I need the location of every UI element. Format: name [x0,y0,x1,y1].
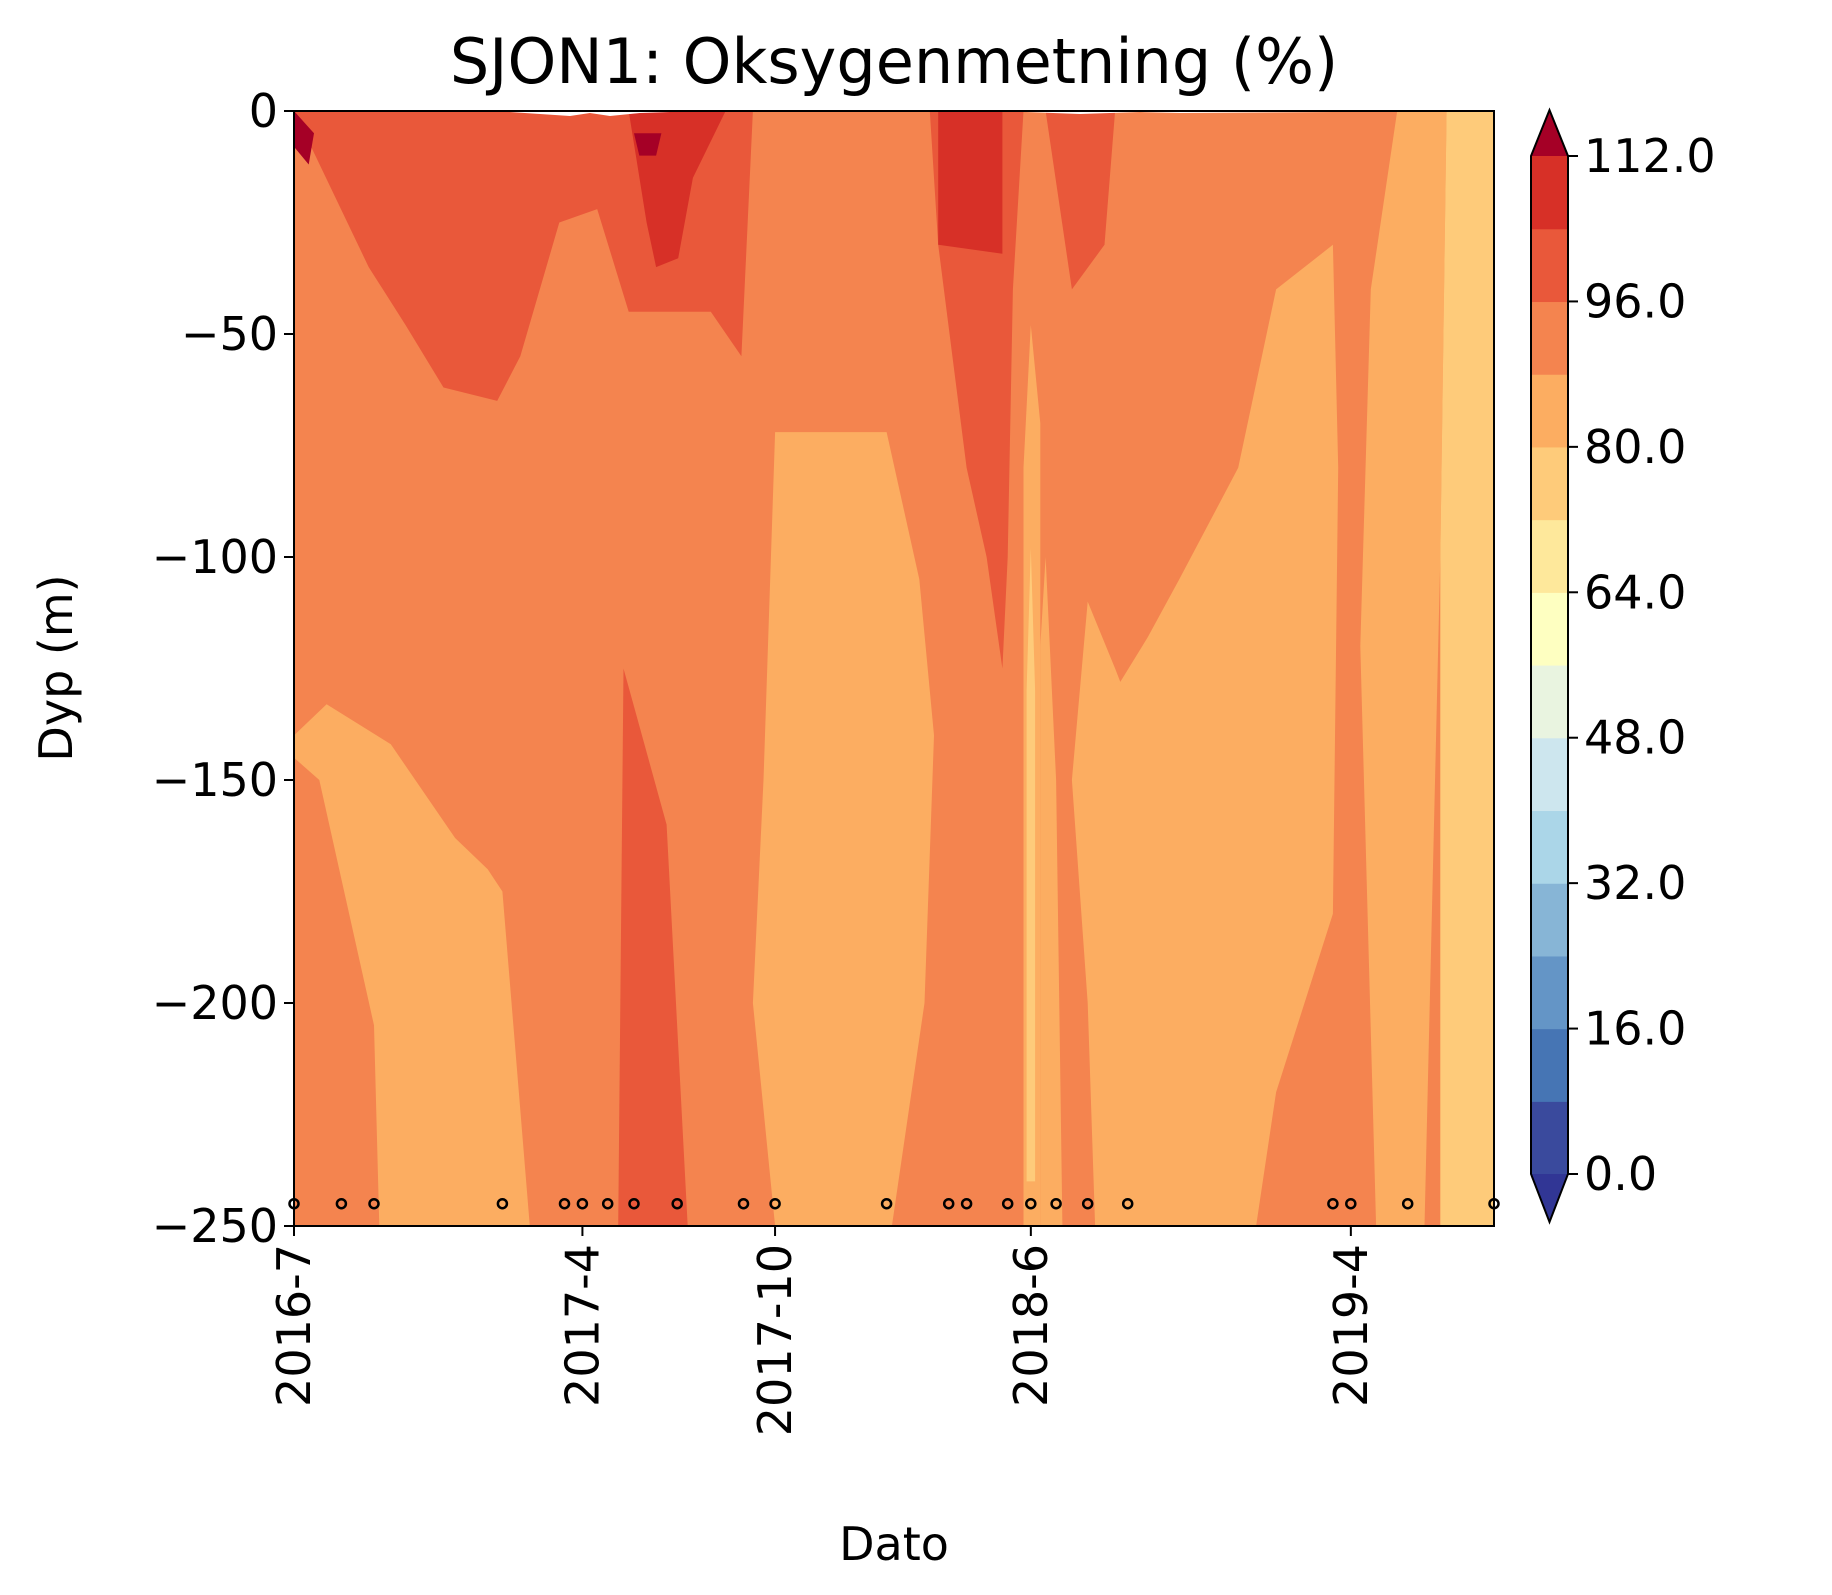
sample-point [1401,1197,1414,1210]
colorbar-extend-max [1531,110,1568,156]
y-tick-label: −200 [152,976,278,1030]
sample-point [576,1197,589,1210]
sample-point [601,1197,614,1210]
contour-region [1360,111,1447,1226]
chart-title: SJON1: Oksygenmetning (%) [450,25,1338,98]
sample-point [496,1197,509,1210]
y-tick-label: −100 [152,530,278,584]
sample-point [737,1197,750,1210]
colorbar-band [1531,374,1568,448]
colorbar-band [1531,156,1568,230]
colorbar-extend-min [1531,1174,1568,1222]
colorbar-band [1531,810,1568,884]
sample-point [942,1197,955,1210]
contour-region [294,111,753,401]
colorbar-band [1531,228,1568,303]
y-axis-label: Dyp (m) [29,574,83,761]
sample-point [880,1197,893,1210]
sample-point [960,1197,973,1210]
colorbar: 0.0 16.0 32.0 48.0 64.0 80.0 96.0 112.0 [1530,107,1716,1225]
contour-region [1045,111,1116,290]
sample-point [671,1197,683,1210]
sample-point [1025,1197,1037,1210]
colorbar-tick-label: 64.0 [1584,565,1686,619]
x-tick-label: 2017-4 [555,1244,609,1407]
y-tick-label: −250 [152,1199,278,1253]
colorbar-tick-label: 80.0 [1584,420,1686,474]
y-axis: 0 −50 −100 −150 −200 −250 [152,84,294,1253]
sample-point [558,1197,571,1210]
colorbar-band [1531,592,1568,666]
plot-frame [293,110,1495,1227]
contour-region [752,432,934,1226]
colorbar-tick-label: 32.0 [1584,856,1686,910]
colorbar-band [1531,737,1568,812]
sample-point [335,1197,348,1210]
x-tick-label: 2019-4 [1324,1244,1378,1407]
x-axis: 2016-7 2017-4 2017-10 2018-6 2019-4 [267,1226,1378,1436]
sample-point [1121,1197,1134,1210]
colorbar-band [1531,1028,1568,1102]
colorbar-band [1531,883,1568,957]
colorbar-tick-label: 16.0 [1584,1002,1686,1056]
contour-region [938,111,1003,254]
sample-point [1001,1197,1014,1210]
y-tick-label: −150 [152,753,278,807]
contour-region [1071,244,1339,1226]
colorbar-band [1531,446,1568,521]
contour-region [294,704,530,1226]
contour-region [618,668,688,1226]
contour-region [1026,548,1036,1182]
colorbar-band [1531,301,1568,375]
colorbar-band [1531,665,1568,739]
plot-area [294,111,1494,1226]
sample-point [368,1197,380,1210]
y-tick-label: −50 [181,307,278,361]
colorbar-tick-label: 96.0 [1584,274,1686,328]
colorbar-band [1531,955,1568,1030]
colorbar-band [1531,1101,1568,1175]
sample-point [1050,1197,1062,1210]
colorbar-tick-label: 0.0 [1584,1147,1657,1201]
sample-point [1081,1197,1094,1210]
contour-region [634,133,662,156]
colorbar-tick-label: 48.0 [1584,711,1686,765]
x-tick-label: 2016-7 [267,1244,321,1407]
sample-point [1327,1197,1339,1210]
x-tick-label: 2017-10 [748,1244,802,1436]
contour-region [1040,557,1063,1226]
contour-region [1440,111,1494,1226]
x-axis-label: Dato [839,1517,949,1571]
sample-point [628,1197,640,1210]
colorbar-band [1531,519,1568,593]
x-tick-label: 2018-6 [1004,1244,1058,1407]
surface-mask [294,111,1494,116]
colorbar-tick-label: 112.0 [1584,129,1716,183]
contour-region [294,111,314,165]
sample-point [1345,1197,1357,1210]
y-tick-label: 0 [249,84,278,138]
sample-point [769,1197,781,1210]
